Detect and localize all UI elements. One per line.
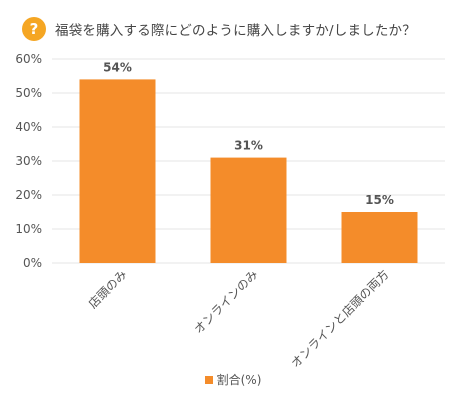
chart-legend: 割合(%) [0,371,466,388]
data-label: 54% [103,60,132,74]
y-tick-label: 30% [15,154,42,168]
bars [79,79,418,264]
bar [210,157,287,263]
y-tick-label: 20% [15,188,42,202]
y-tick-label: 40% [15,120,42,134]
bar [79,79,156,264]
y-tick-label: 10% [15,222,42,236]
y-tick-labels: 0% 10% 20% 30% 40% 50% 60% [15,52,42,270]
x-tick-label: オンラインと店頭の両方 [288,267,392,371]
x-tick-label: オンラインのみ [191,267,260,336]
data-label: 31% [234,139,263,153]
data-label: 15% [365,193,394,207]
y-tick-label: 50% [15,86,42,100]
x-tick-labels: 店頭のみ オンラインのみ オンラインと店頭の両方 [86,267,392,371]
chart-title: 福袋を購入する際にどのように購入しますか/しましたか？ [55,23,416,39]
x-tick-label: 店頭のみ [86,267,130,311]
legend-swatch [204,375,213,384]
bar [341,212,418,263]
data-labels: 54% 31% 15% [103,60,394,207]
question-icon: ? [22,17,46,41]
y-tick-label: 0% [23,256,42,270]
legend-label: 割合(%) [216,373,262,387]
y-tick-label: 60% [15,52,42,66]
chart-header: ? 福袋を購入する際にどのように購入しますか/しましたか？ [22,14,416,44]
